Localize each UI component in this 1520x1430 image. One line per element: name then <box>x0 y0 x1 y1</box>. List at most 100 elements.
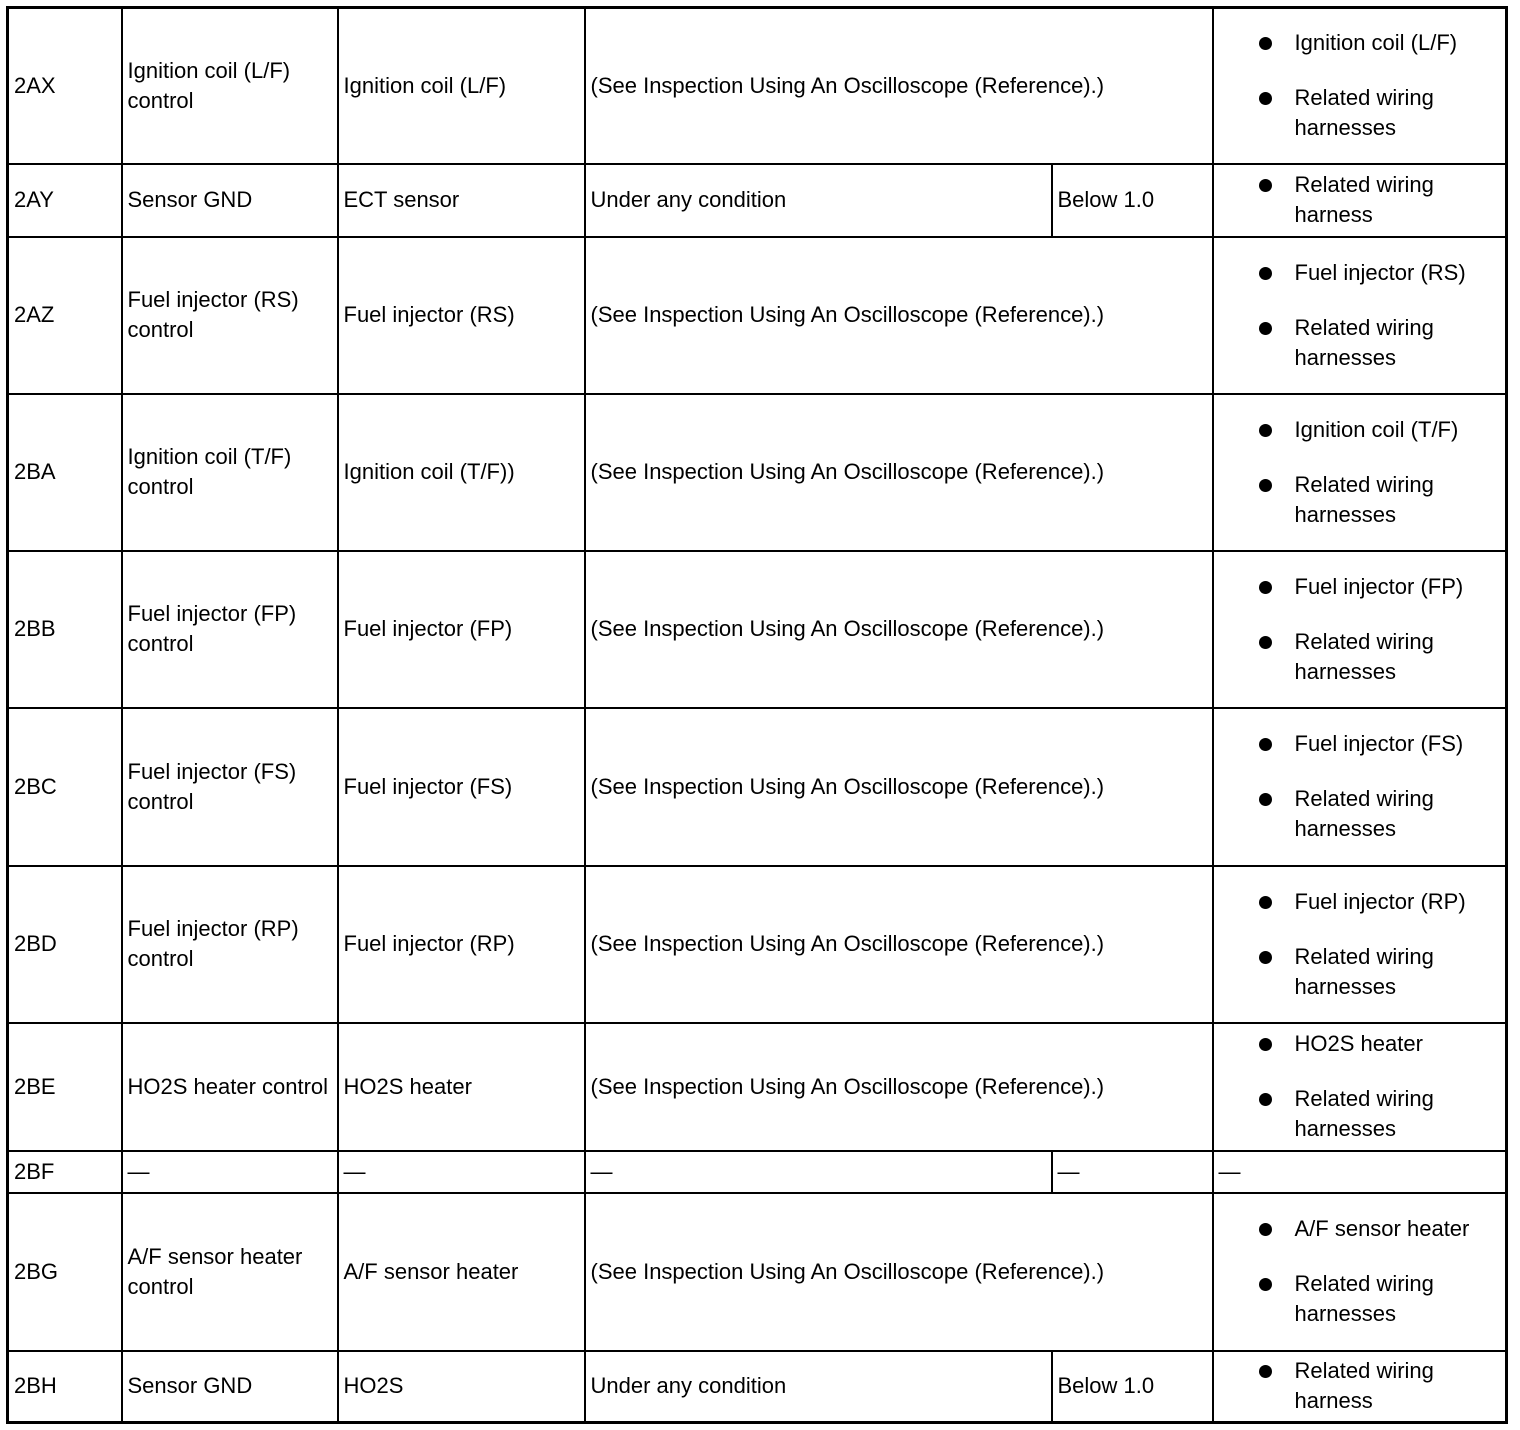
check-items-cell: Ignition coil (L/F) Related wiring harnes… <box>1211 6 1508 165</box>
list-item: A/F sensor heater <box>1258 1214 1501 1244</box>
connection-cell: HO2S heater <box>336 1021 586 1152</box>
check-items-list: Fuel injector (FP) Related wiring harness… <box>1219 572 1501 687</box>
connection-cell: ECT sensor <box>336 162 586 238</box>
condition-cell: (See Inspection Using An Oscilloscope (R… <box>583 864 1214 1024</box>
check-items-list: Ignition coil (L/F) Related wiring harnes… <box>1219 28 1501 143</box>
table-row: 2AX Ignition coil (L/F) control Ignition c… <box>6 6 1508 165</box>
description-cell: Sensor GND <box>120 1349 339 1424</box>
list-item-text: Related wiring harnesses <box>1294 1271 1434 1326</box>
bullet-icon <box>1258 895 1272 909</box>
list-item: Related wiring harnesses <box>1258 313 1501 373</box>
check-items-list: A/F sensor heater Related wiring harnesse… <box>1219 1214 1501 1329</box>
table-row: 2BC Fuel injector (FS) control Fuel inject… <box>6 706 1508 867</box>
terminal-cell: 2BD <box>6 864 123 1024</box>
condition-cell: Under any condition <box>583 162 1053 238</box>
check-items-cell: Ignition coil (T/F) Related wiring harnes… <box>1211 392 1508 552</box>
table-row: 2AZ Fuel injector (RS) control Fuel inject… <box>6 235 1508 395</box>
list-item: Fuel injector (FS) <box>1258 729 1501 759</box>
terminal-cell: 2BG <box>6 1191 123 1352</box>
list-item-text: Related wiring harnesses <box>1294 943 1434 999</box>
bullet-icon <box>1258 423 1272 437</box>
list-item-text: Related wiring harnesses <box>1294 1086 1434 1141</box>
list-item: Fuel injector (RS) <box>1258 258 1501 288</box>
bullet-icon <box>1258 635 1272 649</box>
bullet-icon <box>1258 266 1272 280</box>
bullet-icon <box>1258 1365 1272 1379</box>
connection-cell: Fuel injector (RS) <box>336 235 586 395</box>
table-row: 2BD Fuel injector (RP) control Fuel inject… <box>6 864 1508 1024</box>
list-item-text: Fuel injector (FS) <box>1294 731 1464 756</box>
list-item: Related wiring harnesses <box>1258 470 1501 530</box>
terminal-cell: 2AX <box>6 6 123 165</box>
list-item: Related wiring harnesses <box>1258 83 1501 143</box>
check-items-cell: Related wiring harness <box>1211 162 1508 238</box>
list-item: Related wiring harness <box>1258 1356 1501 1416</box>
check-items-list: Ignition coil (T/F) Related wiring harnes… <box>1219 415 1501 530</box>
table-row: 2AY Sensor GND ECT sensor Under any conditi… <box>6 162 1508 238</box>
check-items-cell: Fuel injector (FS) Related wiring harness… <box>1211 706 1508 867</box>
bullet-icon <box>1258 321 1272 335</box>
check-items-list: HO2S heater Related wiring harnesses <box>1219 1029 1501 1144</box>
check-items-list: Fuel injector (FS) Related wiring harness… <box>1219 729 1501 844</box>
list-item-text: A/F sensor heater <box>1294 1216 1470 1241</box>
bullet-icon <box>1258 738 1272 751</box>
list-item: Fuel injector (FP) <box>1258 572 1501 602</box>
check-items-cell: A/F sensor heater Related wiring harnesse… <box>1211 1191 1508 1352</box>
list-item-text: Related wiring harnesses <box>1294 786 1434 841</box>
connection-cell: Fuel injector (FS) <box>336 706 586 867</box>
connection-cell: HO2S <box>336 1349 586 1424</box>
list-item-text: Related wiring harness <box>1294 1358 1434 1414</box>
list-item-text: Ignition coil (L/F) <box>1294 30 1458 56</box>
check-items-list: Fuel injector (RP) Related wiring harness… <box>1219 887 1501 1002</box>
terminal-cell: 2BA <box>6 392 123 552</box>
list-item: Related wiring harnesses <box>1258 1084 1501 1144</box>
description-cell: Fuel injector (RP) control <box>120 864 339 1024</box>
bullet-icon <box>1258 1093 1272 1106</box>
list-item-text: Ignition coil (T/F) <box>1294 416 1459 442</box>
bullet-icon <box>1258 37 1272 51</box>
description-cell: A/F sensor heater control <box>120 1191 339 1352</box>
connection-cell: — <box>336 1149 586 1194</box>
list-item: Ignition coil (L/F) <box>1258 28 1501 58</box>
terminal-cell: 2AZ <box>6 235 123 395</box>
check-items-cell: HO2S heater Related wiring harnesses <box>1211 1021 1508 1152</box>
bullet-icon <box>1258 92 1272 106</box>
terminal-cell: 2BF <box>6 1149 123 1194</box>
check-items-list: Fuel injector (RS) Related wiring harness… <box>1219 258 1501 373</box>
list-item: Related wiring harness <box>1258 170 1501 230</box>
list-item-text: Fuel injector (FP) <box>1294 573 1464 599</box>
table-row: 2BH Sensor GND HO2S Under any condition Belo… <box>6 1349 1508 1424</box>
list-item: HO2S heater <box>1258 1029 1501 1059</box>
check-items-list: Related wiring harness <box>1219 1356 1501 1416</box>
bullet-icon <box>1258 1223 1272 1236</box>
connection-cell: A/F sensor heater <box>336 1191 586 1352</box>
list-item: Fuel injector (RP) <box>1258 887 1501 917</box>
list-item: Related wiring harnesses <box>1258 942 1501 1002</box>
bullet-icon <box>1258 478 1272 492</box>
list-item-text: Related wiring harnesses <box>1294 471 1434 527</box>
table-row: 2BF — — — — — <box>6 1149 1508 1194</box>
terminal-cell: 2BH <box>6 1349 123 1424</box>
connection-cell: Ignition coil (T/F)) <box>336 392 586 552</box>
value-cell: Below 1.0 <box>1050 162 1214 238</box>
check-items-cell: — <box>1211 1149 1508 1194</box>
list-item: Related wiring harnesses <box>1258 627 1501 687</box>
table-row: 2BA Ignition coil (T/F) control Ignition c… <box>6 392 1508 552</box>
bullet-icon <box>1258 950 1272 964</box>
list-item: Related wiring harnesses <box>1258 784 1501 844</box>
list-item-text: Related wiring harnesses <box>1294 314 1434 370</box>
condition-cell: (See Inspection Using An Oscilloscope (R… <box>583 392 1214 552</box>
bullet-icon <box>1258 1278 1272 1291</box>
bullet-icon <box>1258 179 1272 192</box>
table-body: 2AX Ignition coil (L/F) control Ignition c… <box>6 6 1508 1424</box>
terminal-cell: 2BE <box>6 1021 123 1152</box>
bullet-icon <box>1258 1038 1272 1051</box>
list-item-text: Related wiring harness <box>1294 172 1434 227</box>
description-cell: Fuel injector (FS) control <box>120 706 339 867</box>
terminal-inspection-table: 2AX Ignition coil (L/F) control Ignition c… <box>6 6 1508 1424</box>
list-item-text: Related wiring harnesses <box>1294 85 1434 141</box>
check-items-cell: Fuel injector (RP) Related wiring harness… <box>1211 864 1508 1024</box>
value-cell: — <box>1050 1149 1214 1194</box>
description-cell: Ignition coil (L/F) control <box>120 6 339 165</box>
table-row: 2BB Fuel injector (FP) control Fuel inject… <box>6 549 1508 709</box>
